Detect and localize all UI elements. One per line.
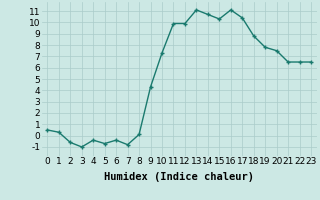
X-axis label: Humidex (Indice chaleur): Humidex (Indice chaleur)	[104, 172, 254, 182]
